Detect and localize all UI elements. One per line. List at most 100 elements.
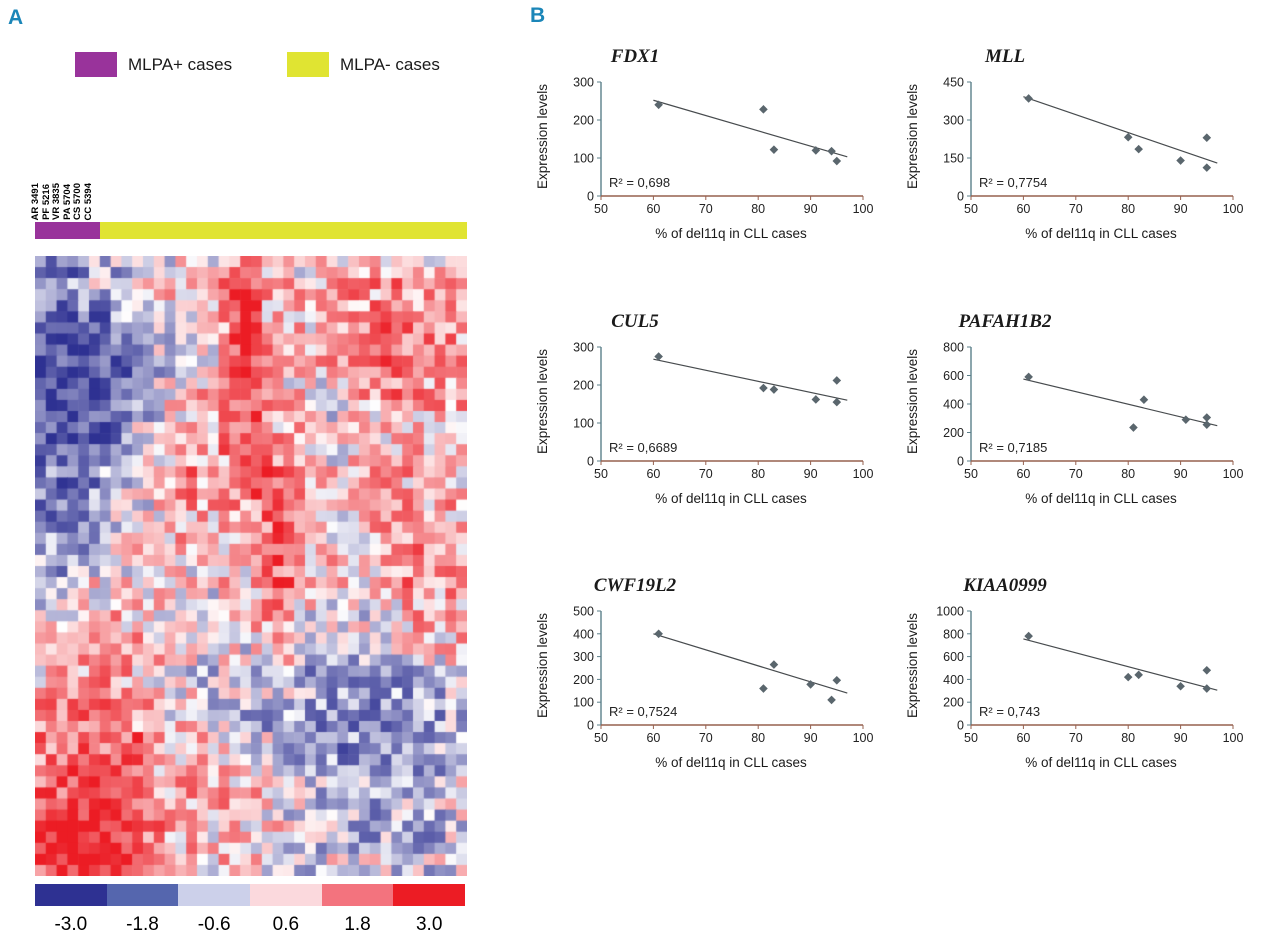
svg-text:90: 90 — [1174, 202, 1188, 216]
sample-label: AR 3491 — [30, 182, 41, 221]
svg-text:0: 0 — [957, 455, 964, 469]
svg-text:60: 60 — [646, 467, 660, 481]
mlpa-neg-segment — [100, 222, 467, 239]
colorbar-segment — [321, 884, 394, 906]
scatter-chart-cwf19l2: CWF19L2 Expression levels 50 60 70 80 90 100 0… — [535, 575, 897, 770]
scatter-plot: 50 60 70 80 90 100 0 100 200 300 R² = 0,698 — [555, 74, 877, 226]
svg-text:80: 80 — [751, 731, 765, 745]
svg-text:500: 500 — [573, 605, 594, 619]
chart-body: Expression levels 50 60 70 80 90 100 0 100 200 30… — [535, 339, 897, 491]
svg-text:60: 60 — [646, 731, 660, 745]
svg-text:800: 800 — [943, 341, 964, 355]
svg-text:60: 60 — [1016, 202, 1030, 216]
svg-text:300: 300 — [573, 341, 594, 355]
svg-text:400: 400 — [943, 398, 964, 412]
panel-a-label: A — [8, 6, 24, 29]
svg-text:100: 100 — [573, 152, 594, 166]
sample-label: CC 5394 — [82, 182, 94, 221]
svg-text:0: 0 — [587, 719, 594, 733]
colorbar-segment — [178, 884, 251, 906]
scatter-chart-mll: MLL Expression levels 50 60 70 80 90 100 0 150 3… — [905, 46, 1267, 241]
svg-text:50: 50 — [594, 202, 608, 216]
svg-text:200: 200 — [573, 379, 594, 393]
svg-text:70: 70 — [699, 731, 713, 745]
y-axis-label: Expression levels — [905, 612, 920, 718]
chart-title: CWF19L2 — [593, 575, 677, 596]
svg-text:R² = 0,7185: R² = 0,7185 — [979, 440, 1047, 455]
svg-text:70: 70 — [1069, 467, 1083, 481]
colorbar-segment — [393, 884, 466, 906]
x-axis-label: % of del11q in CLL cases — [1025, 226, 1177, 241]
svg-text:70: 70 — [1069, 731, 1083, 745]
svg-text:80: 80 — [1121, 731, 1135, 745]
mlpa-pos-label: MLPA+ cases — [128, 54, 233, 74]
y-axis-label: Expression levels — [535, 612, 550, 718]
svg-text:50: 50 — [594, 467, 608, 481]
svg-text:100: 100 — [1223, 467, 1244, 481]
colorbar-tick: -0.6 — [197, 914, 231, 935]
svg-text:80: 80 — [751, 202, 765, 216]
chart-title: FDX1 — [610, 46, 660, 67]
svg-text:400: 400 — [573, 627, 594, 641]
mlpa-neg-swatch — [287, 52, 329, 77]
heatmap-colorbar — [35, 884, 466, 906]
colorbar-tick: 3.0 — [415, 914, 443, 935]
svg-text:80: 80 — [1121, 202, 1135, 216]
scatter-plot: 50 60 70 80 90 100 0 200 400 600 800 R² = 0,7185 — [925, 339, 1247, 491]
chart-title: KIAA0999 — [963, 575, 1047, 596]
y-axis-label: Expression levels — [905, 348, 920, 454]
svg-text:100: 100 — [853, 467, 874, 481]
y-axis-label: Expression levels — [905, 83, 920, 189]
y-axis-label: Expression levels — [535, 348, 550, 454]
chart-title: MLL — [984, 46, 1026, 67]
sample-labels: AR 3491 PF 5216 VR 3835 PA 5704 CS 5700 … — [30, 122, 95, 221]
svg-text:50: 50 — [964, 467, 978, 481]
svg-text:90: 90 — [1174, 467, 1188, 481]
svg-text:100: 100 — [573, 417, 594, 431]
svg-text:100: 100 — [853, 202, 874, 216]
svg-text:300: 300 — [573, 76, 594, 90]
svg-text:50: 50 — [594, 731, 608, 745]
svg-text:70: 70 — [699, 467, 713, 481]
scatter-svg: 50 60 70 80 90 100 0 100 200 300 R² = 0,698 — [573, 76, 874, 217]
chart-body: Expression levels 50 60 70 80 90 100 0 150 300 45… — [905, 74, 1267, 226]
colorbar-tick: -1.8 — [126, 914, 159, 935]
svg-text:300: 300 — [943, 114, 964, 128]
scatter-plot: 50 60 70 80 90 100 0 100 200 300 R² = 0,6689 — [555, 339, 877, 491]
svg-text:70: 70 — [1069, 202, 1083, 216]
svg-text:0: 0 — [587, 455, 594, 469]
chart-body: Expression levels 50 60 70 80 90 100 0 100 200 30… — [535, 74, 897, 226]
svg-text:R² = 0,7524: R² = 0,7524 — [609, 704, 677, 719]
svg-text:100: 100 — [853, 731, 874, 745]
svg-text:R² = 0,743: R² = 0,743 — [979, 704, 1040, 719]
svg-text:450: 450 — [943, 76, 964, 90]
svg-text:200: 200 — [573, 114, 594, 128]
svg-text:50: 50 — [964, 731, 978, 745]
chart-title: CUL5 — [611, 311, 659, 332]
mlpa-neg-label: MLPA- cases — [340, 54, 440, 74]
svg-text:R² = 0,698: R² = 0,698 — [609, 175, 670, 190]
svg-text:0: 0 — [957, 719, 964, 733]
svg-text:R² = 0,6689: R² = 0,6689 — [609, 440, 677, 455]
svg-text:90: 90 — [804, 467, 818, 481]
svg-text:80: 80 — [751, 467, 765, 481]
x-axis-label: % of del11q in CLL cases — [655, 226, 807, 241]
svg-text:100: 100 — [1223, 202, 1244, 216]
scatter-svg: 50 60 70 80 90 100 0 200 400 600 800 R² = 0,7185 — [943, 341, 1244, 482]
svg-text:90: 90 — [804, 202, 818, 216]
svg-text:200: 200 — [943, 426, 964, 440]
x-axis-label: % of del11q in CLL cases — [1025, 755, 1177, 770]
svg-text:800: 800 — [943, 627, 964, 641]
svg-text:100: 100 — [1223, 731, 1244, 745]
scatter-chart-cul5: CUL5 Expression levels 50 60 70 80 90 100 0 100… — [535, 311, 897, 506]
chart-title: PAFAH1B2 — [958, 311, 1052, 332]
colorbar-tick: 1.8 — [344, 914, 371, 935]
scatter-plot: 50 60 70 80 90 100 0 150 300 450 R² = 0,7754 — [925, 74, 1247, 226]
svg-text:90: 90 — [1174, 731, 1188, 745]
colorbar-segment — [250, 884, 322, 906]
chart-body: Expression levels 50 60 70 80 90 100 0 200 400 60… — [905, 603, 1267, 755]
scatter-svg: 50 60 70 80 90 100 0 100 200 300 400 500 R² = 0,7524 — [573, 605, 874, 746]
svg-text:0: 0 — [587, 190, 594, 204]
